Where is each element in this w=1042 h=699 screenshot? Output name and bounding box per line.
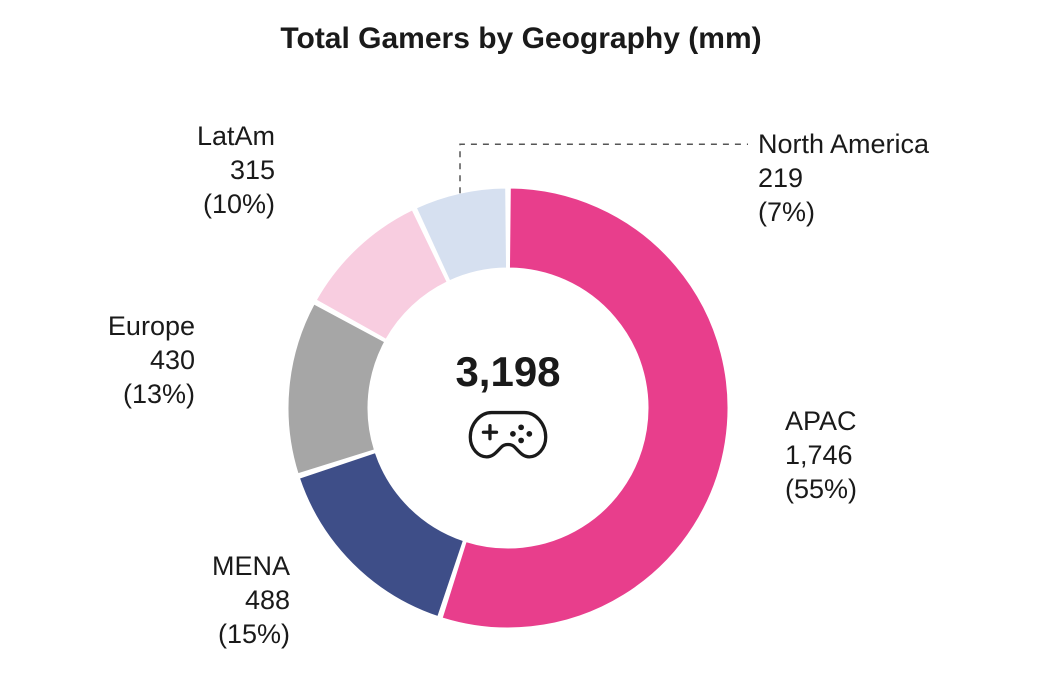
label-value: 430 — [108, 344, 195, 378]
label-name: APAC — [785, 405, 857, 439]
controller-svg — [467, 406, 549, 462]
callout-line-north-america — [460, 144, 748, 193]
label-latam: LatAm315(10%) — [197, 120, 275, 221]
label-pct: (13%) — [108, 378, 195, 412]
label-value: 219 — [758, 162, 929, 196]
label-pct: (15%) — [212, 618, 290, 652]
label-value: 488 — [212, 584, 290, 618]
label-apac: APAC1,746(55%) — [785, 405, 857, 506]
chart-container: Total Gamers by Geography (mm) 3,198 Nor… — [0, 0, 1042, 699]
label-name: MENA — [212, 550, 290, 584]
label-pct: (10%) — [197, 188, 275, 222]
label-value: 1,746 — [785, 439, 857, 473]
center-total: 3,198 — [408, 348, 608, 396]
label-name: LatAm — [197, 120, 275, 154]
label-name: North America — [758, 128, 929, 162]
label-mena: MENA488(15%) — [212, 550, 290, 651]
label-pct: (7%) — [758, 196, 929, 230]
label-pct: (55%) — [785, 473, 857, 507]
label-europe: Europe430(13%) — [108, 310, 195, 411]
label-name: Europe — [108, 310, 195, 344]
game-controller-icon — [467, 406, 549, 467]
label-north-america: North America219(7%) — [758, 128, 929, 229]
label-value: 315 — [197, 154, 275, 188]
slice-mena — [299, 453, 463, 617]
